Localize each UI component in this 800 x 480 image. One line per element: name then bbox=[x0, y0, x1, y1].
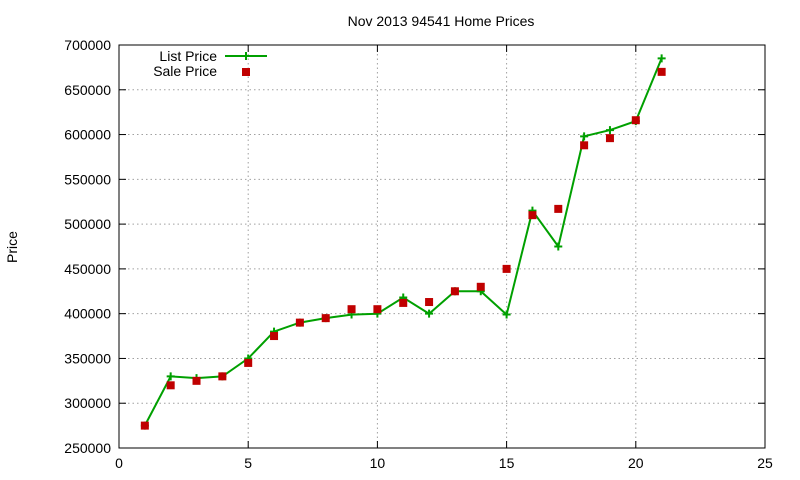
x-tick-label: 20 bbox=[628, 455, 644, 471]
y-tick-label: 350000 bbox=[64, 350, 111, 366]
legend-marker-list-price bbox=[242, 52, 250, 60]
plot-series bbox=[140, 54, 666, 430]
legend-marker-sale-price bbox=[242, 68, 250, 76]
y-tick-label: 700000 bbox=[64, 37, 111, 53]
x-tick-label: 0 bbox=[115, 455, 123, 471]
y-tick-label: 650000 bbox=[64, 82, 111, 98]
sale-price-point bbox=[580, 141, 589, 150]
list-price-point bbox=[605, 126, 614, 135]
sale-price-point bbox=[631, 116, 640, 125]
legend-label-sale-price: Sale Price bbox=[153, 63, 217, 79]
chart-title: Nov 2013 94541 Home Prices bbox=[348, 13, 535, 29]
axis-ticks bbox=[118, 44, 766, 449]
axis-tick-labels: 250000 300000 350000 400000 450000 500000 5500… bbox=[64, 37, 773, 471]
list-price-point bbox=[657, 54, 666, 63]
sale-price-point bbox=[192, 376, 201, 385]
x-tick-label: 15 bbox=[499, 455, 515, 471]
sale-price-point bbox=[270, 332, 279, 341]
sale-price-point bbox=[657, 67, 666, 76]
sale-price-point bbox=[140, 421, 149, 430]
sale-price-point bbox=[166, 381, 175, 390]
sale-price-point bbox=[399, 298, 408, 307]
y-tick-label: 550000 bbox=[64, 171, 111, 187]
list-price-point bbox=[425, 309, 434, 318]
x-tick-label: 10 bbox=[370, 455, 386, 471]
list-price-point bbox=[580, 132, 589, 141]
sale-price-point bbox=[373, 305, 382, 314]
list-price-point bbox=[554, 242, 563, 251]
sale-price-point bbox=[244, 358, 253, 367]
plot-area-frame bbox=[118, 44, 766, 449]
sale-price-point bbox=[295, 318, 304, 327]
y-tick-label: 300000 bbox=[64, 395, 111, 411]
y-tick-label: 600000 bbox=[64, 127, 111, 143]
sale-price-point bbox=[528, 211, 537, 220]
sale-price-point bbox=[450, 287, 459, 296]
legend-label-list-price: List Price bbox=[159, 48, 217, 64]
sale-price-point bbox=[476, 282, 485, 291]
sale-price-point bbox=[347, 305, 356, 314]
sale-price-point bbox=[554, 204, 563, 213]
x-tick-label: 5 bbox=[244, 455, 252, 471]
sale-price-point bbox=[502, 264, 511, 273]
x-tick-label: 25 bbox=[757, 455, 773, 471]
sale-price-point bbox=[425, 298, 434, 307]
y-tick-label: 450000 bbox=[64, 261, 111, 277]
y-axis-label: Price bbox=[4, 231, 20, 263]
y-tick-label: 250000 bbox=[64, 440, 111, 456]
list-price-point bbox=[502, 310, 511, 319]
sale-price-point bbox=[605, 134, 614, 143]
y-tick-label: 500000 bbox=[64, 216, 111, 232]
y-tick-label: 400000 bbox=[64, 306, 111, 322]
list-price-point bbox=[166, 372, 175, 381]
sale-price-point bbox=[321, 314, 330, 323]
sale-price-point bbox=[218, 372, 227, 381]
